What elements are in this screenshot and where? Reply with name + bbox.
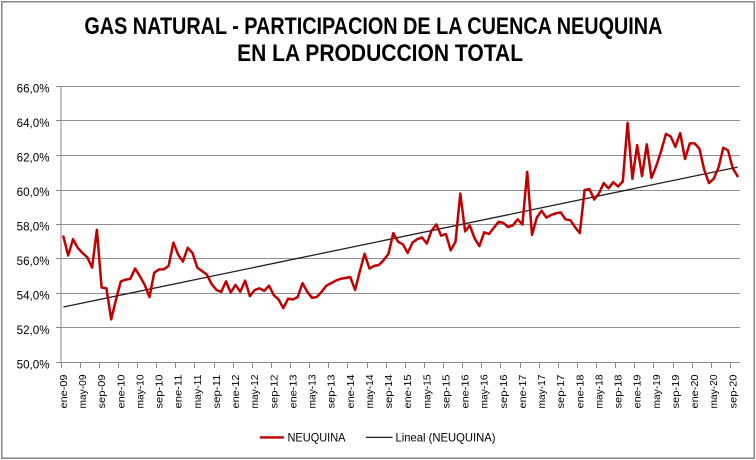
svg-text:52,0%: 52,0%: [17, 324, 50, 337]
svg-text:may-20: may-20: [708, 374, 720, 408]
svg-text:sep-16: sep-16: [498, 374, 510, 408]
svg-text:Lineal (NEUQUINA): Lineal (NEUQUINA): [396, 431, 496, 445]
svg-text:may-17: may-17: [536, 374, 548, 408]
svg-text:may-09: may-09: [77, 374, 89, 408]
svg-text:sep-20: sep-20: [727, 374, 739, 408]
svg-text:58,0%: 58,0%: [17, 220, 50, 233]
svg-text:ene-15: ene-15: [402, 374, 414, 408]
svg-text:ene-18: ene-18: [574, 374, 586, 408]
svg-text:ene-12: ene-12: [230, 374, 242, 408]
svg-text:GAS NATURAL - PARTICIPACION DE: GAS NATURAL - PARTICIPACION DE LA CUENCA…: [84, 13, 662, 40]
svg-text:sep-19: sep-19: [670, 374, 682, 408]
svg-text:sep-10: sep-10: [154, 374, 166, 408]
svg-text:sep-12: sep-12: [268, 374, 280, 408]
svg-text:may-18: may-18: [593, 374, 605, 408]
svg-text:ene-16: ene-16: [460, 374, 472, 408]
svg-text:NEUQUINA: NEUQUINA: [288, 431, 346, 445]
svg-text:60,0%: 60,0%: [17, 186, 50, 199]
svg-text:may-13: may-13: [307, 374, 319, 408]
svg-text:may-11: may-11: [192, 374, 204, 408]
svg-text:ene-20: ene-20: [689, 374, 701, 408]
svg-text:50,0%: 50,0%: [17, 358, 50, 371]
svg-text:sep-15: sep-15: [440, 374, 452, 408]
svg-text:sep-13: sep-13: [326, 374, 338, 408]
svg-text:56,0%: 56,0%: [17, 255, 50, 268]
svg-text:may-16: may-16: [479, 374, 491, 408]
svg-text:ene-17: ene-17: [517, 374, 529, 408]
svg-text:ene-13: ene-13: [287, 374, 299, 408]
svg-text:ene-14: ene-14: [345, 374, 357, 408]
svg-text:62,0%: 62,0%: [17, 151, 50, 164]
svg-text:may-19: may-19: [651, 374, 663, 408]
svg-text:54,0%: 54,0%: [17, 289, 50, 302]
svg-text:sep-11: sep-11: [211, 374, 223, 408]
svg-text:sep-14: sep-14: [383, 374, 395, 408]
svg-text:may-10: may-10: [134, 374, 146, 408]
svg-text:sep-09: sep-09: [96, 374, 108, 408]
svg-text:ene-10: ene-10: [115, 374, 127, 408]
svg-text:ene-19: ene-19: [632, 374, 644, 408]
svg-text:may-12: may-12: [249, 374, 261, 408]
svg-text:ene-09: ene-09: [58, 374, 70, 408]
svg-text:ene-11: ene-11: [173, 374, 185, 408]
svg-text:66,0%: 66,0%: [17, 82, 50, 95]
svg-text:sep-17: sep-17: [555, 374, 567, 408]
svg-text:EN LA PRODUCCION TOTAL: EN LA PRODUCCION TOTAL: [237, 40, 523, 67]
svg-text:64,0%: 64,0%: [17, 117, 50, 130]
svg-text:may-14: may-14: [364, 374, 376, 408]
svg-text:sep-18: sep-18: [613, 374, 625, 408]
svg-text:may-15: may-15: [421, 374, 433, 408]
